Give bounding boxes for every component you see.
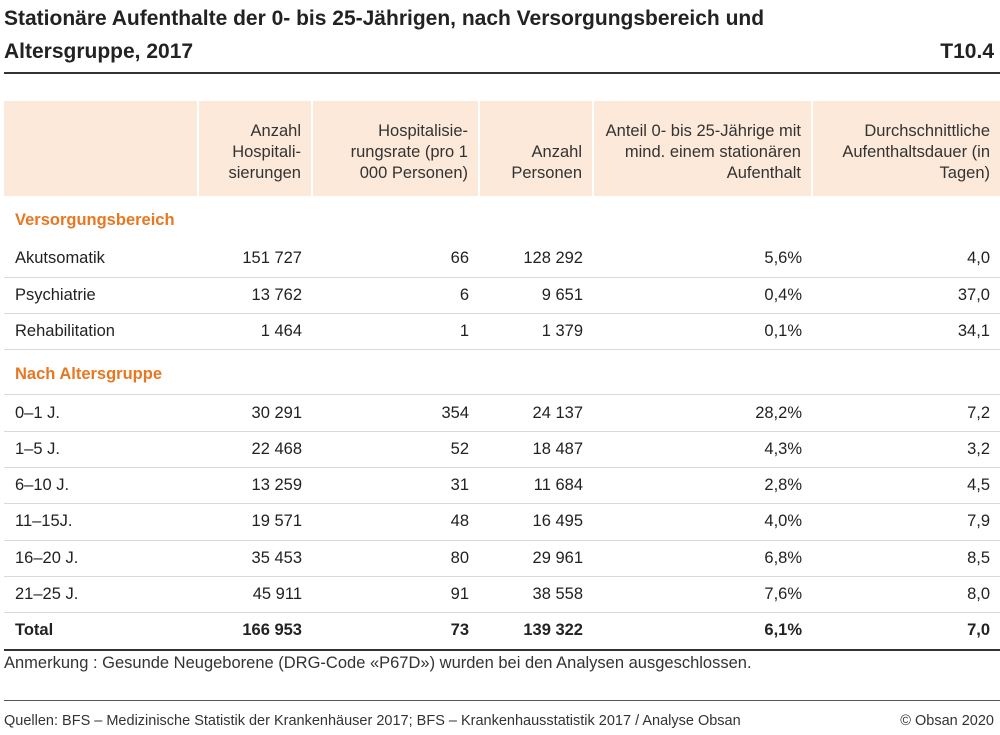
row-value: 16 495 bbox=[479, 503, 593, 541]
column-header: Anzahl Hospitali­sierungen bbox=[198, 101, 313, 196]
row-value: 24 137 bbox=[479, 394, 593, 432]
table-title: Stationäre Aufenthalte der 0- bis 25-Jäh… bbox=[4, 7, 765, 63]
row-value: 0,1% bbox=[593, 313, 812, 351]
row-value: 29 961 bbox=[479, 540, 593, 577]
row-value: 6,8% bbox=[593, 540, 812, 577]
row-value: 38 558 bbox=[479, 576, 593, 614]
row-value: 66 bbox=[312, 241, 479, 278]
row-value: 0,4% bbox=[593, 277, 812, 315]
table-row: 11–15J. 19 571 48 16 495 4,0% 7,9 bbox=[4, 503, 1000, 541]
copyright: © Obsan 2020 bbox=[900, 713, 994, 729]
row-value: 128 292 bbox=[479, 241, 593, 278]
table-code: T10.4 bbox=[940, 40, 994, 63]
row-value: 45 911 bbox=[198, 576, 312, 614]
table-row: Akutsomatik 151 727 66 128 292 5,6% 4,0 bbox=[4, 241, 1000, 278]
row-value: 30 291 bbox=[198, 394, 312, 432]
row-label: Psychiatrie bbox=[4, 277, 198, 315]
row-value: 19 571 bbox=[198, 503, 312, 541]
header-row: Anzahl Hospitali­sierungen Hospitalisie­… bbox=[4, 101, 1000, 196]
row-value: 34,1 bbox=[812, 313, 1000, 351]
row-value: 7,9 bbox=[812, 503, 1000, 541]
sources: Quellen: BFS – Medizinische Statistik de… bbox=[4, 713, 741, 729]
column-header: Hospitalisie­rungsrate (pro 1 000 Person… bbox=[312, 101, 480, 196]
table-row: Psychiatrie 13 762 6 9 651 0,4% 37,0 bbox=[4, 277, 1000, 315]
row-value: 11 684 bbox=[479, 467, 593, 505]
column-header bbox=[4, 101, 199, 196]
row-label: 21–25 J. bbox=[4, 576, 198, 614]
row-value: 18 487 bbox=[479, 431, 593, 468]
table-row: Rehabilitation 1 464 1 1 379 0,1% 34,1 bbox=[4, 313, 1000, 351]
row-value: 8,5 bbox=[812, 540, 1000, 577]
row-value: 35 453 bbox=[198, 540, 312, 577]
total-label: Total bbox=[4, 612, 198, 651]
row-value: 31 bbox=[312, 467, 479, 505]
row-value: 151 727 bbox=[198, 241, 312, 278]
row-value: 4,3% bbox=[593, 431, 812, 468]
total-value: 73 bbox=[312, 612, 479, 651]
total-value: 139 322 bbox=[479, 612, 593, 651]
total-value: 166 953 bbox=[198, 612, 312, 651]
row-label: 6–10 J. bbox=[4, 467, 198, 505]
section-heading-row: Nach Altersgruppe bbox=[4, 349, 1000, 396]
row-value: 4,5 bbox=[812, 467, 1000, 505]
row-value: 4,0 bbox=[812, 241, 1000, 278]
row-value: 13 259 bbox=[198, 467, 312, 505]
total-value: 7,0 bbox=[812, 612, 1000, 651]
row-value: 5,6% bbox=[593, 241, 812, 278]
column-header: Anteil 0- bis 25-Jährige mit mind. einem… bbox=[593, 101, 813, 196]
row-label: Rehabilitation bbox=[4, 313, 198, 351]
table-row: 0–1 J. 30 291 354 24 137 28,2% 7,2 bbox=[4, 394, 1000, 432]
row-value: 9 651 bbox=[479, 277, 593, 315]
row-value: 7,2 bbox=[812, 394, 1000, 432]
row-value: 22 468 bbox=[198, 431, 312, 468]
total-row: Total 166 953 73 139 322 6,1% 7,0 bbox=[4, 612, 1000, 651]
row-value: 7,6% bbox=[593, 576, 812, 614]
row-value: 1 379 bbox=[479, 313, 593, 351]
row-value: 1 bbox=[312, 313, 479, 351]
row-label: 16–20 J. bbox=[4, 540, 198, 577]
row-value: 91 bbox=[312, 576, 479, 614]
row-value: 37,0 bbox=[812, 277, 1000, 315]
row-label: Akutsomatik bbox=[4, 241, 198, 278]
row-value: 6 bbox=[312, 277, 479, 315]
row-value: 354 bbox=[312, 394, 479, 432]
row-value: 4,0% bbox=[593, 503, 812, 541]
row-label: 11–15J. bbox=[4, 503, 198, 541]
row-value: 52 bbox=[312, 431, 479, 468]
column-header: Durchschnittliche Aufenthaltsdauer (in T… bbox=[812, 101, 1000, 196]
data-table: Anzahl Hospitali­sierungen Hospitalisie­… bbox=[4, 101, 1000, 651]
section-heading: Nach Altersgruppe bbox=[4, 349, 1000, 396]
section-heading: Versorgungsbereich bbox=[15, 211, 175, 229]
row-value: 48 bbox=[312, 503, 479, 541]
row-value: 1 464 bbox=[198, 313, 312, 351]
row-value: 2,8% bbox=[593, 467, 812, 505]
row-value: 8,0 bbox=[812, 576, 1000, 614]
section-heading-row: Versorgungsbereich bbox=[4, 196, 1000, 241]
row-value: 13 762 bbox=[198, 277, 312, 315]
row-value: 80 bbox=[312, 540, 479, 577]
table-row: 16–20 J. 35 453 80 29 961 6,8% 8,5 bbox=[4, 540, 1000, 577]
top-rule bbox=[4, 72, 1000, 74]
table-row: 6–10 J. 13 259 31 11 684 2,8% 4,5 bbox=[4, 467, 1000, 505]
table-row: 1–5 J. 22 468 52 18 487 4,3% 3,2 bbox=[4, 431, 1000, 468]
footnote: Anmerkung : Gesunde Neugeborene (DRG-Cod… bbox=[4, 654, 752, 672]
row-label: 1–5 J. bbox=[4, 431, 198, 468]
table-body: Versorgungsbereich Akutsomatik 151 727 66 12… bbox=[4, 196, 1000, 651]
column-header: Anzahl Personen bbox=[479, 101, 594, 196]
row-value: 28,2% bbox=[593, 394, 812, 432]
row-label: 0–1 J. bbox=[4, 394, 198, 432]
bottom-rule bbox=[4, 700, 1000, 701]
table-row: 21–25 J. 45 911 91 38 558 7,6% 8,0 bbox=[4, 576, 1000, 614]
total-value: 6,1% bbox=[593, 612, 812, 651]
row-value: 3,2 bbox=[812, 431, 1000, 468]
